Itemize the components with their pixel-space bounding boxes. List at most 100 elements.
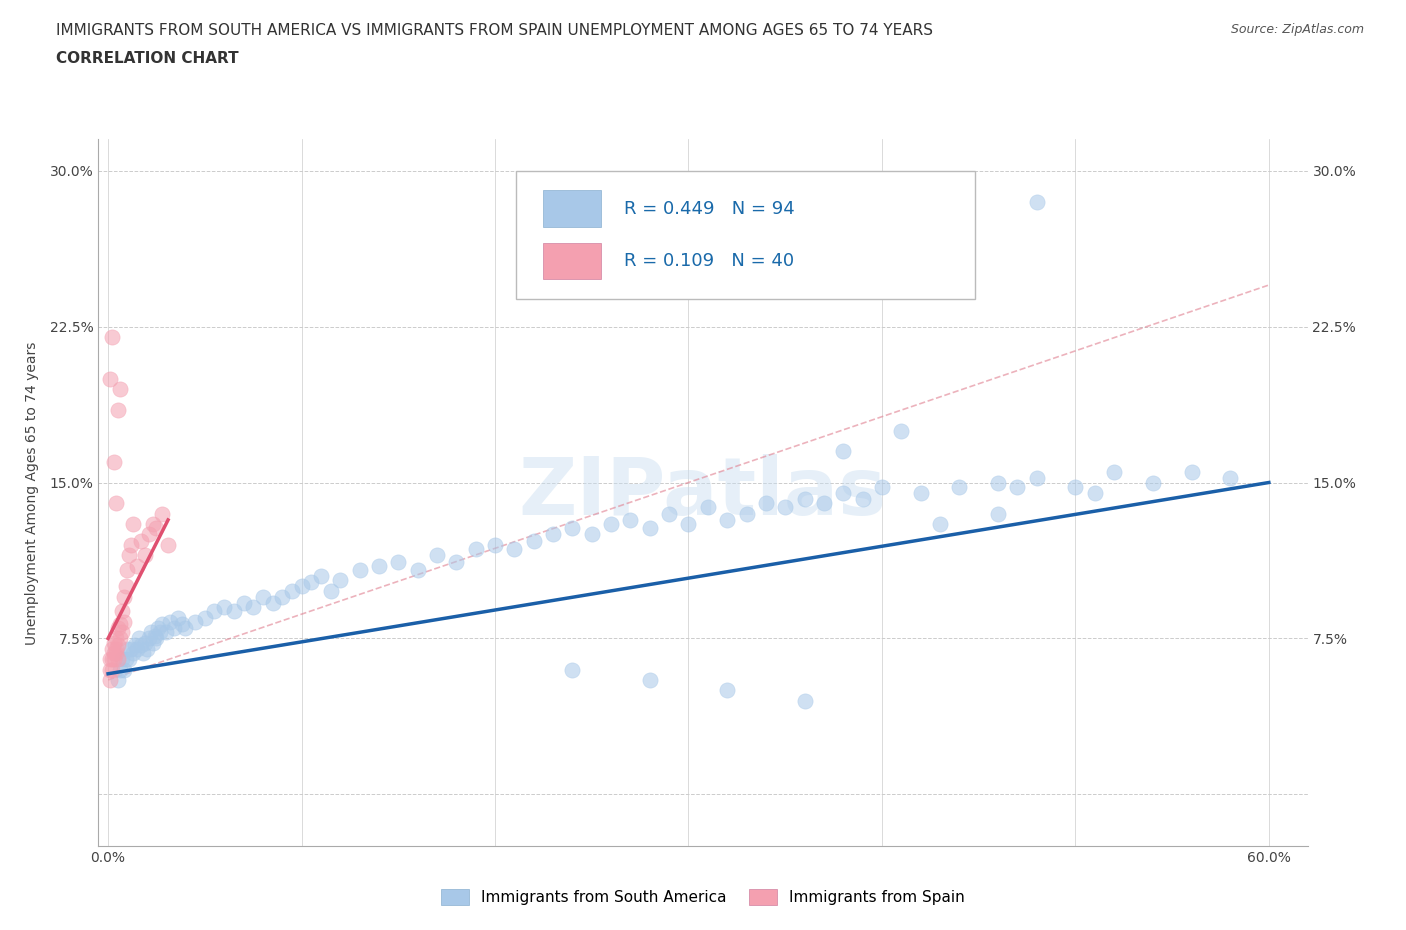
Legend: Immigrants from South America, Immigrants from Spain: Immigrants from South America, Immigrant… [433, 882, 973, 913]
Point [122, 517, 145, 532]
Text: Source: ZipAtlas.com: Source: ZipAtlas.com [1230, 23, 1364, 36]
Point [104, 642, 127, 657]
Point [155, 625, 177, 640]
Point [122, 645, 145, 660]
Point [262, 595, 284, 610]
Point [852, 492, 875, 507]
Point [271, 590, 294, 604]
Point [541, 527, 564, 542]
Point [103, 635, 125, 650]
Point [561, 521, 583, 536]
Point [252, 590, 274, 604]
Point [870, 479, 893, 494]
Text: R = 0.109   N = 40: R = 0.109 N = 40 [624, 252, 794, 270]
Text: ZIPatlas: ZIPatlas [519, 454, 887, 532]
Point [120, 642, 142, 657]
Point [111, 652, 134, 667]
Point [129, 533, 152, 548]
Point [132, 645, 155, 660]
Point [112, 615, 135, 630]
Point [145, 521, 167, 536]
Point [117, 642, 139, 657]
Point [281, 583, 304, 598]
Text: CORRELATION CHART: CORRELATION CHART [56, 51, 239, 66]
Point [118, 652, 141, 667]
Point [108, 381, 131, 396]
Point [129, 637, 152, 652]
Point [204, 604, 226, 618]
Point [793, 492, 815, 507]
Point [773, 500, 796, 515]
Point [503, 541, 526, 556]
Point [194, 610, 217, 625]
Point [678, 517, 700, 532]
Point [319, 583, 342, 598]
Point [638, 672, 661, 687]
Point [107, 620, 129, 635]
Point [107, 652, 129, 667]
Point [406, 563, 429, 578]
Point [101, 329, 124, 344]
Point [929, 517, 952, 532]
Point [987, 475, 1010, 490]
Point [1102, 465, 1125, 480]
Point [242, 600, 264, 615]
Point [832, 485, 855, 500]
Point [163, 620, 186, 635]
Point [716, 683, 738, 698]
Point [98, 662, 121, 677]
Point [910, 485, 932, 500]
Bar [543, 191, 602, 227]
Point [299, 575, 322, 590]
Point [134, 548, 156, 563]
Point [832, 444, 855, 458]
Point [184, 615, 207, 630]
Point [150, 617, 173, 631]
Point [696, 500, 718, 515]
Point [813, 496, 835, 511]
Point [948, 479, 970, 494]
Point [890, 423, 912, 438]
Point [101, 662, 124, 677]
Point [174, 620, 197, 635]
Point [446, 554, 468, 569]
Point [107, 637, 129, 652]
Point [111, 625, 134, 640]
Point [111, 604, 134, 618]
Point [755, 496, 778, 511]
Point [135, 642, 157, 657]
Point [1025, 471, 1047, 485]
Y-axis label: Unemployment Among Ages 65 to 74 years: Unemployment Among Ages 65 to 74 years [24, 341, 38, 644]
Point [793, 694, 815, 709]
Point [166, 610, 188, 625]
Point [139, 625, 162, 640]
Point [107, 403, 129, 418]
Point [600, 517, 623, 532]
Point [104, 631, 127, 645]
Point [128, 631, 150, 645]
Point [581, 527, 603, 542]
Point [619, 512, 641, 527]
Point [98, 371, 121, 386]
Point [426, 548, 449, 563]
Point [212, 600, 235, 615]
Point [104, 496, 127, 511]
FancyBboxPatch shape [516, 171, 976, 299]
Point [987, 506, 1010, 521]
Point [112, 590, 135, 604]
Point [149, 625, 172, 640]
Point [103, 454, 125, 469]
Point [159, 615, 181, 630]
Point [108, 662, 131, 677]
Point [104, 645, 127, 660]
Point [142, 517, 165, 532]
Point [120, 538, 142, 552]
Point [127, 642, 149, 657]
Point [142, 635, 165, 650]
Point [103, 645, 125, 660]
Point [658, 506, 681, 521]
Point [124, 637, 146, 652]
Point [1219, 471, 1241, 485]
Point [368, 558, 391, 573]
Point [1025, 194, 1047, 209]
